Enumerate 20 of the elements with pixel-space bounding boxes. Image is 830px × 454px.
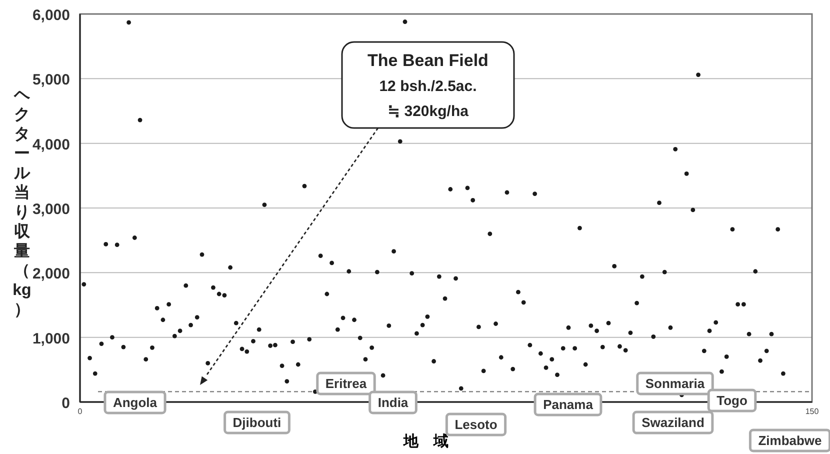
y-tick-label: 6,000 <box>32 7 70 24</box>
y-tick-label: 4,000 <box>32 136 70 154</box>
annotation: Togo <box>716 393 748 408</box>
y-tick-label: 2,000 <box>32 266 70 283</box>
annotation: The Bean Field 12 bsh./2.5ac. ≒ 320kg/ha <box>368 51 488 120</box>
y-tick-label: 1,000 <box>32 330 70 348</box>
annotation: India <box>378 395 409 410</box>
annotation: Panama <box>543 397 594 412</box>
text: Swaziland <box>642 415 704 430</box>
y-tick-label: 3,000 <box>32 201 70 218</box>
text: Djibouti <box>232 415 282 430</box>
text: ヘクタール当り収量（kg） <box>12 87 32 318</box>
y-tick-label: 5,000 <box>32 72 70 89</box>
annotation: Sonmaria <box>645 376 706 391</box>
text: Zimbabwe <box>758 433 822 448</box>
annotation: Angola <box>112 395 158 410</box>
x-tick-label: 150 <box>805 407 820 416</box>
x-axis-title: 地 域 <box>402 433 448 450</box>
text: Lesoto <box>454 417 498 432</box>
annotation: Eritrea <box>325 376 368 391</box>
